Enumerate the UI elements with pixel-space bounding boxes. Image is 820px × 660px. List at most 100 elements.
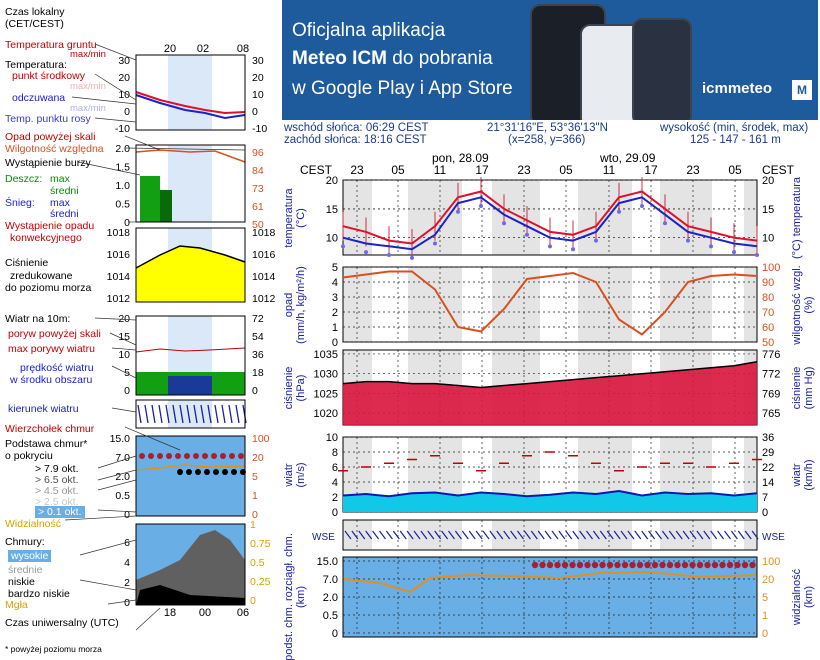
feels-like-line: [342, 196, 758, 251]
banner-app-name: Meteo ICM: [292, 48, 387, 69]
wind-arrow: [448, 530, 455, 540]
panel-frame-cloud: [342, 556, 758, 638]
legend-c25: > 2.5 okt.: [35, 496, 79, 508]
legend-vis-tick: 100: [252, 433, 270, 445]
day-band: [578, 350, 632, 425]
wind-arrow: [634, 530, 642, 540]
app-banner[interactable]: Oficjalna aplikacja Meteo ICM do pobrani…: [282, 0, 818, 120]
panel-frame-wind: [342, 436, 758, 513]
pressure-area: [343, 361, 757, 425]
legend-tick: 0.5: [115, 490, 130, 502]
legend-wind-arrow: [221, 404, 226, 424]
legend-storm: Wystąpienie burzy: [5, 157, 91, 169]
legend-maxmin-2: max/min: [70, 103, 106, 114]
cloud-top-dot: [749, 561, 756, 569]
wind-kmh-tick: 29: [762, 447, 774, 459]
pressure-mmhg-tick: 765: [762, 408, 780, 420]
legend-feels-like: odczuwana: [12, 92, 66, 104]
legend-temp-line: [135, 91, 246, 115]
wind-arrow: [482, 530, 490, 540]
cloud-top-dot: [621, 561, 629, 569]
wind-arrow: [427, 530, 435, 540]
banner-line-2: Meteo ICM do pobrania: [292, 48, 493, 70]
dew-point-dot: [433, 241, 437, 246]
dew-point-dot: [663, 221, 667, 226]
humidity-tick: 90: [762, 277, 774, 289]
day-band: [578, 180, 632, 255]
wind-arrow: [620, 530, 628, 540]
legend-visibility: Widzialność: [5, 518, 62, 530]
legend-tick: 1018: [107, 227, 131, 239]
humidity-tick: 100: [762, 262, 780, 274]
wind-arrow: [579, 530, 587, 540]
legend-humidity: Wilgotność względna: [5, 143, 104, 155]
legend-tick: 1.0: [115, 180, 130, 192]
dew-point-dot: [617, 209, 621, 214]
wind-arrow: [496, 530, 504, 540]
legend-rain-bar: [140, 176, 160, 222]
wind-area: [343, 491, 757, 512]
legend-snow-max: max: [50, 197, 70, 209]
legend-maxmin-1: max/min: [70, 81, 106, 92]
day-band: [578, 557, 632, 637]
legend-leader: [135, 607, 161, 631]
wind-arrow: [606, 530, 614, 540]
hour-label: 23: [686, 163, 700, 177]
sunset-text: zachód słońca: 18:16 CEST: [284, 134, 427, 146]
legend-cl-low: [136, 585, 245, 605]
legend-leader: [97, 469, 137, 481]
axis-title: (%): [803, 296, 815, 313]
wind-arrow: [682, 530, 690, 540]
cloud-top-dot: [531, 561, 539, 569]
wind-arrow: [413, 530, 421, 540]
legend-wind-at: Wiatr na 10m:: [5, 313, 71, 325]
hour-label: 11: [434, 163, 447, 177]
legend-cl-tick: 0.25: [250, 576, 271, 588]
dew-point-dot: [686, 238, 690, 243]
tick-label: 1025: [314, 388, 338, 400]
legend-leader: [97, 479, 137, 491]
cloud-top-dot: [681, 561, 689, 569]
legend-dew-point: Temp. punktu rosy: [5, 113, 91, 125]
legend-leader: [124, 135, 161, 151]
legend-leader: [94, 117, 137, 123]
wind-arrow: [655, 530, 662, 540]
tick-label: 20: [326, 175, 338, 187]
temperature-line: [342, 190, 758, 245]
wind-arrow: [737, 530, 745, 540]
day-band: [744, 520, 757, 550]
legend-cloud-dot: [229, 453, 235, 459]
axis-title: (°C): [295, 208, 307, 228]
legend-leader: [107, 599, 137, 605]
legend-cloud-dot-dark: [213, 469, 219, 475]
phone-image-3: [632, 18, 692, 120]
legend-cloud-dot-dark: [177, 469, 183, 475]
vis-tick: 0: [762, 628, 768, 640]
legend-frame: [135, 144, 246, 223]
axis-title: (hPa): [295, 375, 307, 402]
cloud-top-dot: [614, 561, 621, 569]
day-band: [578, 520, 632, 550]
vis-tick: 1: [762, 610, 768, 622]
legend-snow: Śnieg:: [5, 197, 35, 209]
wind-arrow: [648, 530, 656, 540]
cloud-tick: 0.5: [323, 610, 338, 622]
legend-tick: 4: [124, 557, 130, 569]
tick-label: 0: [332, 337, 338, 349]
legend-leader: [97, 509, 137, 513]
day-band: [408, 437, 462, 512]
cloud-tick: 7.0: [323, 574, 338, 586]
tick-label: 1035: [314, 349, 338, 361]
day-band: [408, 520, 462, 550]
tick-label: 1: [332, 322, 338, 334]
legend-tick: 15.0: [110, 433, 131, 445]
axis-title: ciśnienie: [283, 367, 295, 410]
legend-cloud-dot: [184, 453, 190, 459]
axis-title: (km): [803, 586, 815, 608]
wind-arrow: [385, 530, 393, 540]
legend-hour-bottom: 06: [237, 607, 249, 619]
legend-temperature: Temperatura:: [5, 59, 67, 71]
wind-arrow: [565, 530, 573, 540]
legend-leader: [79, 539, 137, 556]
legend-cloud-dot-dark: [222, 469, 228, 475]
